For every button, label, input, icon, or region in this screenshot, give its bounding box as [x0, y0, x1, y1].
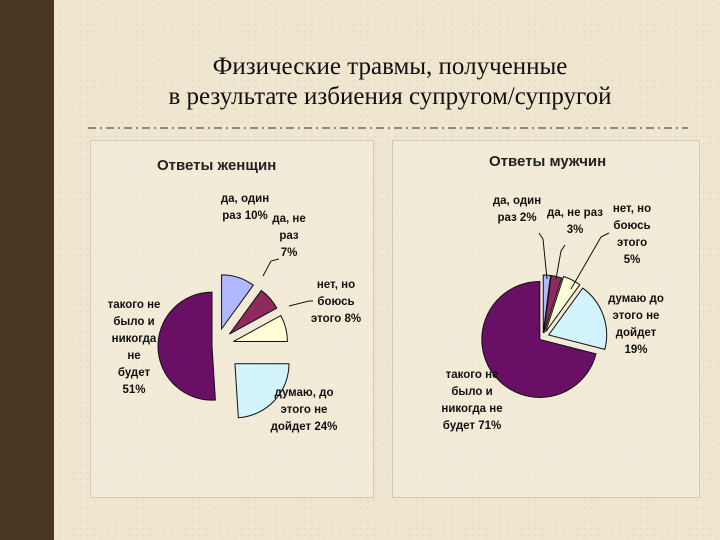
leader-women-2	[288, 300, 313, 307]
pie-label-women-2: нет, но боюсь этого 8%	[310, 279, 362, 325]
pie-label-men-0: да, один раз 2%	[492, 195, 542, 224]
women-slice-4	[157, 291, 216, 401]
pie-chart-men	[481, 232, 610, 398]
sidebar-band	[0, 0, 54, 540]
slide-title-line-1: Физические травмы, полученные	[212, 53, 568, 80]
leader-women-1	[262, 258, 280, 277]
pie-chart-women	[157, 258, 313, 419]
leader-men-2	[570, 232, 610, 290]
pie-label-men-2: нет, но боюсь этого 5%	[612, 203, 652, 266]
men-slice-4	[481, 280, 597, 398]
pie-label-women-1: да, не раз 7%	[272, 213, 306, 259]
pie-label-men-3: думаю до этого не дойдет 19%	[608, 293, 664, 356]
pie-label-men-1: да, не раз 3%	[547, 207, 603, 236]
slide-title-line-2: в результате избиения супругом/супругой	[168, 83, 612, 110]
women-slice-0	[221, 274, 255, 331]
pie-label-women-3: думаю, до этого не дойдет 24%	[270, 387, 338, 433]
chart-panel-men: Ответы мужчин да, один раз 2% да, не раз…	[392, 140, 700, 498]
women-slice-3	[234, 363, 290, 419]
chart-title-women: Ответы женщин	[157, 157, 277, 174]
chart-panel-women: Ответы женщин да, один раз 10% да, не ра…	[90, 140, 374, 498]
chart-title-men: Ответы мужчин	[489, 153, 607, 170]
leader-men-1	[555, 244, 566, 280]
pie-label-women-0: да, один раз 10%	[220, 193, 270, 222]
leader-men-0	[538, 232, 548, 280]
pie-label-men-4: такого не было и никогда не будет 71%	[441, 369, 503, 432]
men-slice-2	[545, 275, 581, 332]
pie-label-women-4: такого не было и никогда не будет 51%	[107, 299, 161, 396]
title-divider	[88, 127, 688, 129]
women-slice-1	[229, 289, 278, 335]
slide-title: Физические травмы, полученные в результа…	[90, 52, 690, 112]
men-slice-3	[547, 287, 608, 351]
women-slice-2	[233, 314, 288, 343]
